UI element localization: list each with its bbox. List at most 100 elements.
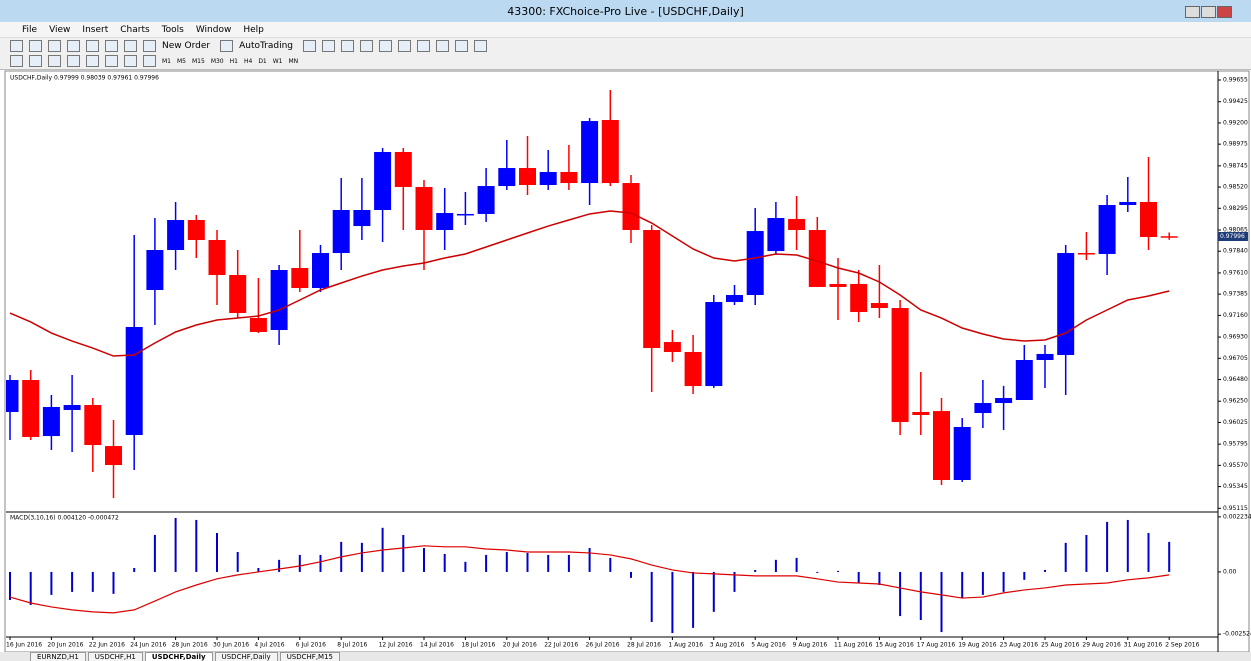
macd-legend: MACD(3,10,16) 0.004120 -0.000472 <box>10 515 119 522</box>
candle-body <box>953 426 971 480</box>
chart-legend: USDCHF,Daily 0.97999 0.98039 0.97961 0.9… <box>10 75 159 82</box>
timeframe-button[interactable]: MN <box>288 57 299 65</box>
toolbar-icon[interactable] <box>143 55 156 67</box>
y-tick-label: 0.97840 <box>1223 248 1248 255</box>
moving-average <box>9 210 1170 357</box>
toolbar-icon[interactable] <box>29 39 42 52</box>
toolbar-icon[interactable] <box>124 55 137 67</box>
timeframe-button[interactable]: W1 <box>272 57 283 65</box>
chart-tab[interactable]: USDCHF,Daily <box>144 652 213 661</box>
timeframe-button[interactable]: M5 <box>177 57 186 65</box>
chart-tab[interactable]: USDCHF,H1 <box>87 652 143 661</box>
y-tick-label: 0.96025 <box>1223 419 1248 426</box>
candle-body <box>332 210 350 254</box>
candle-body <box>1015 360 1033 400</box>
timeframe-button[interactable]: H4 <box>243 57 253 65</box>
y-tick-label: 0.97385 <box>1223 291 1248 298</box>
x-tick-label: 20 Jun 2016 <box>47 642 83 649</box>
timeframe-button[interactable]: D1 <box>258 57 267 65</box>
toolbar-icon[interactable] <box>341 39 354 52</box>
toolbar-icon[interactable] <box>220 39 234 52</box>
menu-item[interactable]: Charts <box>120 24 150 35</box>
timeframe-button[interactable]: M15 <box>192 57 205 65</box>
candle-body <box>456 213 474 216</box>
toolbar-icon[interactable] <box>86 39 99 52</box>
candle-body <box>1098 205 1116 254</box>
candle-body <box>519 168 536 185</box>
toolbar-icon[interactable] <box>455 39 468 52</box>
toolbar-icon[interactable] <box>436 39 449 52</box>
y-tick-label: 0.97610 <box>1223 269 1248 276</box>
y-tick-label: 0.96250 <box>1223 398 1248 405</box>
timeframe-button[interactable]: H1 <box>229 57 238 65</box>
chart-frame <box>4 70 1250 653</box>
candle-body <box>374 151 392 210</box>
toolbar-icon[interactable] <box>322 39 335 52</box>
new-order-button[interactable]: New Order <box>162 40 211 51</box>
toolbar-icon[interactable] <box>105 55 118 67</box>
candle-body <box>125 326 143 435</box>
candle-body <box>788 218 806 230</box>
menu-item[interactable]: File <box>22 24 38 35</box>
toolbar-icon[interactable] <box>398 39 411 52</box>
toolbar-icon[interactable] <box>360 39 373 52</box>
candle-body <box>249 318 267 332</box>
toolbar-icon[interactable] <box>48 39 61 52</box>
toolbar-icon[interactable] <box>67 55 80 67</box>
toolbar-icon[interactable] <box>417 39 430 52</box>
menu-item[interactable]: Insert <box>82 24 109 35</box>
autotrading-button[interactable]: AutoTrading <box>239 40 293 51</box>
menu-item[interactable]: Window <box>195 24 232 35</box>
y-tick-label: 0.002234 <box>1223 513 1251 520</box>
x-tick-label: 29 Aug 2016 <box>1082 642 1121 649</box>
x-tick-label: 6 Jul 2016 <box>296 642 326 649</box>
toolbar-icon[interactable] <box>303 39 316 52</box>
y-tick-label: 0.99200 <box>1223 119 1248 126</box>
x-tick-label: 15 Aug 2016 <box>875 642 914 649</box>
candle-body <box>1140 201 1157 237</box>
x-tick-label: 20 Jul 2016 <box>503 642 537 649</box>
chart-tab[interactable]: USDCHF,M15 <box>279 652 340 661</box>
candle-body <box>353 210 371 227</box>
minimize-button[interactable] <box>1185 6 1200 18</box>
toolbar-icon[interactable] <box>143 39 156 52</box>
timeframe-toolbar: M1 M5 M15 M30 H1 H4 D1 W1 MN <box>0 53 1251 70</box>
toolbar-icon[interactable] <box>48 55 61 67</box>
current-price-box <box>1218 232 1248 242</box>
y-tick-label: 0.97160 <box>1223 312 1248 319</box>
toolbar-icon[interactable] <box>105 39 118 52</box>
toolbar-icon[interactable] <box>29 55 42 67</box>
candle-body <box>1119 201 1137 205</box>
chart-tab[interactable]: USDCHF,Daily <box>214 652 278 661</box>
x-tick-label: 8 Jul 2016 <box>337 642 367 649</box>
toolbar-icon[interactable] <box>10 39 23 52</box>
maximize-button[interactable] <box>1201 6 1216 18</box>
toolbar-icon[interactable] <box>86 55 99 67</box>
toolbar-icon[interactable] <box>474 39 487 52</box>
menu-item[interactable]: Tools <box>161 24 184 35</box>
candle-body <box>622 183 640 230</box>
x-tick-label: 22 Jul 2016 <box>544 642 578 649</box>
candle-body <box>829 283 847 287</box>
timeframe-button[interactable]: M1 <box>162 57 171 65</box>
toolbar-icon[interactable] <box>10 55 23 67</box>
toolbar-icon[interactable] <box>379 39 392 52</box>
candle-body <box>933 411 950 480</box>
chart-tab[interactable]: EURNZD,H1 <box>30 652 86 661</box>
candle-body <box>643 230 661 349</box>
timeframe-button[interactable]: M30 <box>210 57 224 65</box>
toolbar: New Order AutoTrading <box>0 37 1251 53</box>
x-tick-label: 1 Aug 2016 <box>668 642 703 649</box>
toolbar-icon[interactable] <box>124 39 137 52</box>
menu-item[interactable]: Help <box>243 24 264 35</box>
chart-tabs: EURNZD,H1 USDCHF,H1 USDCHF,Daily USDCHF,Dai… <box>0 652 1251 661</box>
menu-item[interactable]: View <box>49 24 71 35</box>
toolbar-icon[interactable] <box>67 39 80 52</box>
candle-body <box>891 308 909 422</box>
close-button[interactable] <box>1217 6 1232 18</box>
x-tick-label: 28 Jun 2016 <box>172 642 208 649</box>
x-tick-label: 9 Aug 2016 <box>793 642 828 649</box>
candle-body <box>436 213 454 230</box>
